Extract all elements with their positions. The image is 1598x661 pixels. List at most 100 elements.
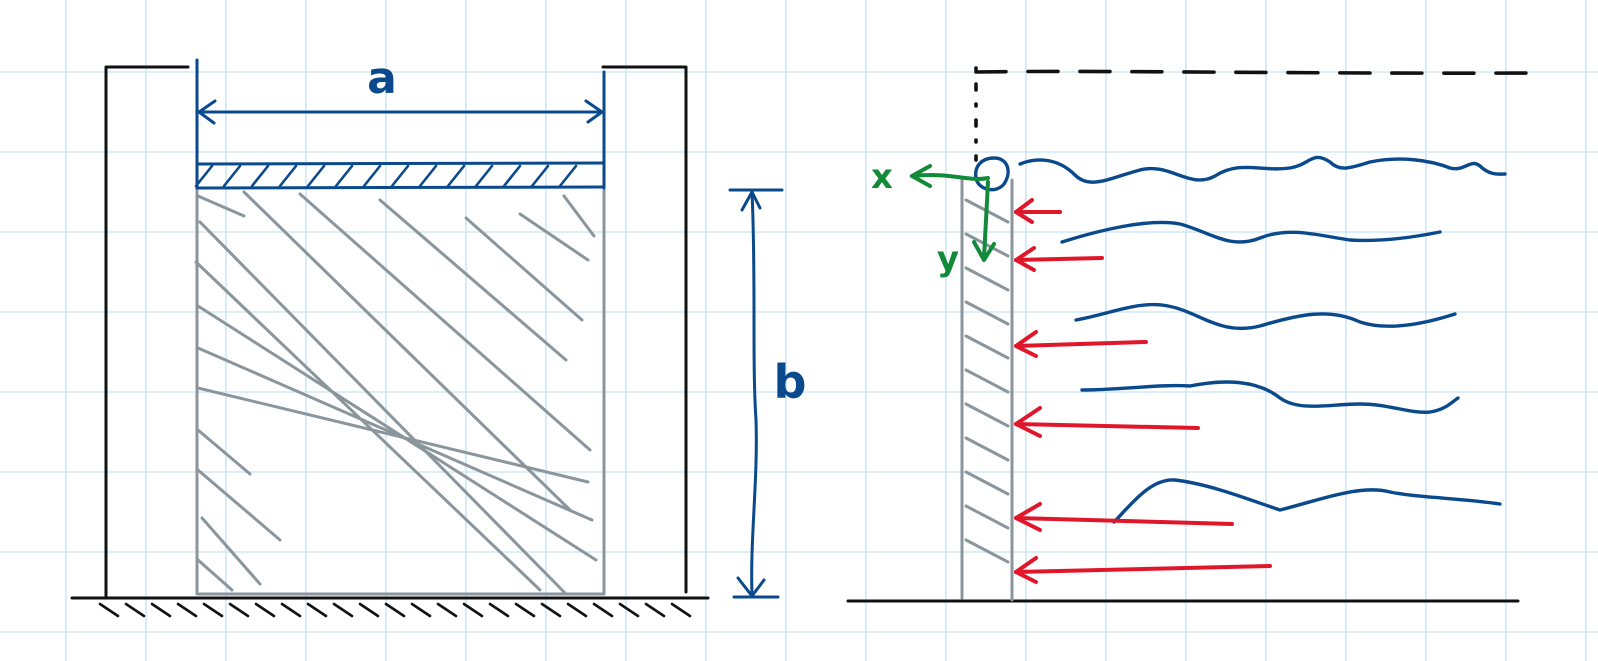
ground-left [70, 596, 710, 618]
dimension-b [728, 188, 784, 599]
container-walls [104, 65, 688, 598]
wave-line-1 [1018, 155, 1507, 184]
wave-line-5 [1112, 478, 1502, 524]
plate-hatch-stroke [390, 164, 410, 188]
block-hatch-stroke [194, 260, 542, 592]
column-hatch-stroke [964, 402, 1010, 428]
block-hatch-stroke [518, 212, 590, 262]
column-hatch-stroke [964, 334, 1010, 360]
block-hatch-stroke [378, 198, 568, 362]
block-hatch-stroke [198, 220, 568, 596]
dashed-top-line [974, 69, 1540, 75]
dimension-a-arrow-left [197, 99, 217, 125]
ground-hatching-left [98, 602, 692, 618]
column-hatch-stroke [964, 538, 1010, 564]
ground-hatch-stroke [150, 602, 172, 618]
ground-hatch-stroke [644, 602, 666, 618]
pressure-arrow-4 [1014, 406, 1200, 438]
fluid-waves [1018, 155, 1507, 524]
block-hatching [194, 190, 598, 596]
plate-hatch-stroke [362, 164, 382, 188]
ground-hatch-stroke [592, 602, 614, 618]
block-hatch-stroke [196, 304, 598, 562]
ground-hatch-stroke [488, 602, 510, 618]
ground-hatch-stroke [202, 602, 224, 618]
column-hatch-stroke [964, 266, 1010, 292]
ground-hatch-stroke [670, 602, 692, 618]
ground-hatch-stroke [514, 602, 536, 618]
plate-hatch-stroke [502, 164, 522, 188]
ground-hatch-stroke [332, 602, 354, 618]
coordinate-system [910, 156, 1010, 262]
ground-hatch-stroke [462, 602, 484, 618]
column-hatch-stroke [964, 232, 1010, 258]
ground-hatch-stroke [410, 602, 432, 618]
block-hatch-stroke [196, 194, 246, 218]
plate-hatch-stroke [474, 164, 494, 188]
x-axis-arrow [910, 164, 990, 188]
pressure-arrow-2 [1014, 246, 1104, 272]
plate-top-line [195, 161, 606, 166]
column-hatch-stroke [964, 504, 1010, 530]
plate-hatch-stroke [558, 164, 578, 188]
dimension-a [197, 99, 604, 125]
pressure-arrows [1014, 198, 1272, 584]
dimension-b-arrow-top [740, 190, 762, 212]
ground-hatch-stroke [124, 602, 146, 618]
pressure-arrow-5 [1014, 502, 1234, 532]
dimension-a-label: a [367, 53, 397, 104]
plate-hatching [194, 164, 578, 188]
plate-hatch-stroke [418, 164, 438, 188]
block-hatch-stroke [464, 216, 584, 322]
left-view: a b [70, 53, 807, 618]
ground-hatch-stroke [176, 602, 198, 618]
ground-hatch-stroke [436, 602, 458, 618]
axis-y-label: y [937, 239, 959, 279]
plate-hatch-stroke [194, 164, 214, 188]
plate-hatch-stroke [306, 164, 326, 188]
origin-circle [974, 156, 1010, 192]
ground-hatch-stroke [618, 602, 640, 618]
plate-hatch-stroke [446, 164, 466, 188]
ground-hatch-stroke [306, 602, 328, 618]
pressure-arrow-6 [1014, 556, 1272, 584]
plate-bottom-line [195, 185, 606, 190]
column-hatch-stroke [964, 300, 1010, 326]
left-wall [104, 65, 190, 598]
dashed-outline [974, 66, 1540, 162]
block-hatch-stroke [196, 558, 234, 592]
block-outline [195, 188, 606, 596]
block-hatch-stroke [298, 192, 592, 452]
right-view: x y [846, 66, 1540, 603]
ground-hatch-stroke [540, 602, 562, 618]
column-hatching [964, 198, 1010, 564]
pressure-arrow-1 [1014, 198, 1062, 224]
column-hatch-stroke [964, 470, 1010, 496]
ground-hatch-stroke [280, 602, 302, 618]
dimension-b-label: b [774, 355, 807, 409]
column-hatch-stroke [964, 436, 1010, 462]
block-hatch-stroke [200, 516, 262, 586]
wave-line-4 [1080, 380, 1460, 414]
ground-hatch-stroke [384, 602, 406, 618]
dimension-b-line [750, 190, 758, 596]
dimension-a-arrow-right [584, 99, 604, 124]
ground-hatch-stroke [566, 602, 588, 618]
y-axis-arrow [972, 180, 996, 262]
thin-column [960, 178, 1014, 602]
plate-hatch-stroke [250, 164, 270, 188]
block-hatch-stroke [196, 428, 252, 476]
wave-line-3 [1074, 302, 1457, 331]
block-hatch-stroke [242, 190, 572, 512]
pressure-arrow-3 [1014, 330, 1148, 358]
ground-hatch-stroke [228, 602, 250, 618]
plate-hatch-stroke [334, 164, 354, 188]
axis-x-label: x [871, 157, 893, 197]
material-block [194, 188, 606, 596]
ground-hatch-stroke [358, 602, 380, 618]
column-hatch-stroke [964, 368, 1010, 394]
top-plate [194, 58, 606, 190]
